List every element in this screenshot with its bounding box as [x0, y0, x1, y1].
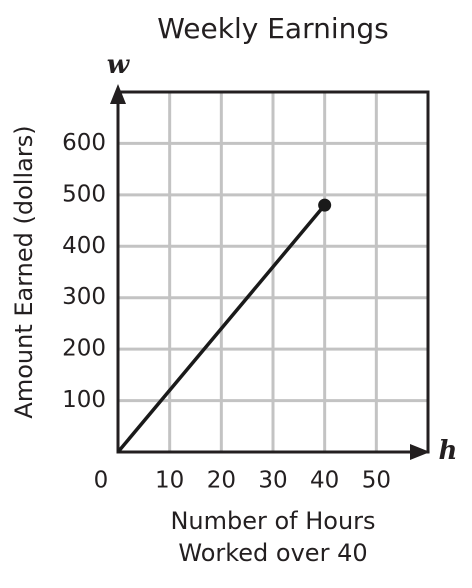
x-tick-label: 40	[310, 468, 339, 494]
x-tick-label: 50	[362, 468, 391, 494]
y-tick-label: 600	[62, 130, 106, 156]
x-tick-label: 20	[207, 468, 236, 494]
y-tick-label: 200	[62, 336, 106, 362]
y-tick-label: 300	[62, 284, 106, 310]
x-axis-name: h	[439, 436, 458, 466]
y-tick-label: 100	[62, 387, 106, 413]
x-axis-label: Number of Hours	[170, 507, 375, 535]
x-tick-label: 10	[155, 468, 184, 494]
data-line	[116, 204, 327, 454]
y-tick-label: 400	[62, 233, 106, 259]
y-axis-label: Amount Earned (dollars)	[10, 125, 38, 418]
x-axis-arrow	[410, 444, 430, 460]
y-axis-arrow	[110, 84, 126, 104]
y-tick-label: 500	[62, 181, 106, 207]
x-tick-label: 0	[94, 468, 109, 494]
x-tick-label: 30	[258, 468, 287, 494]
y-axis-name: w	[107, 50, 131, 80]
end-point	[318, 198, 332, 212]
x-axis-label: Worked over 40	[178, 539, 367, 567]
chart-title: Weekly Earnings	[157, 12, 388, 45]
